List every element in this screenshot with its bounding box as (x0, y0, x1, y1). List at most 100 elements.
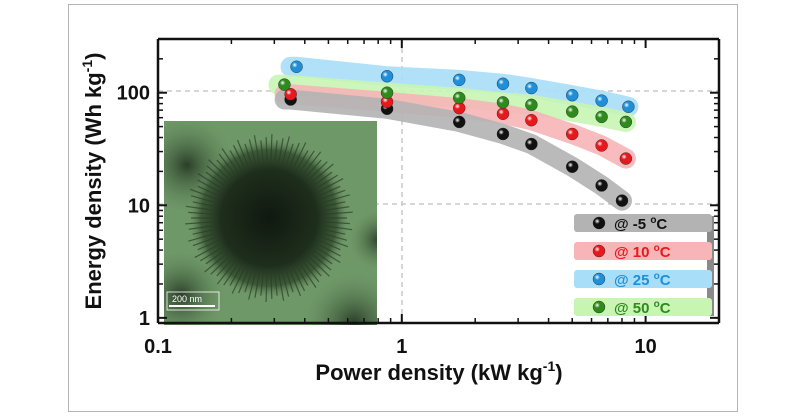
data-point-series-2 (290, 60, 303, 73)
inset-spike (323, 206, 350, 211)
inset-spike (185, 205, 215, 211)
inset-spike (323, 211, 353, 215)
inset-spike (192, 201, 216, 208)
inset-blob-bottomright (304, 273, 377, 325)
data-point-series-3 (453, 91, 466, 105)
data-point-series-2 (566, 89, 579, 102)
data-point-series-2 (453, 73, 466, 87)
inset-spike (189, 188, 218, 200)
y-tick-label: 100 (117, 83, 150, 105)
inset-spike (270, 134, 273, 164)
inset-spike (299, 263, 317, 288)
y-axis-title-superscript: -1 (79, 60, 95, 73)
inset-blob-right (349, 210, 377, 270)
data-point-series-2 (380, 70, 394, 83)
y-tick-label: 1 (139, 308, 150, 330)
inset-sphere-spikes (185, 134, 353, 302)
data-points (278, 60, 635, 207)
tem-inset-image: 200 nm (164, 121, 377, 325)
inset-spike (260, 140, 264, 164)
data-point-series-2 (525, 81, 538, 95)
x-axis-title: Power density (kW kg-1) (315, 358, 562, 385)
inset-spike (265, 137, 268, 164)
data-point-series-1 (566, 127, 579, 141)
inset-spike (277, 138, 284, 164)
inset-spike (197, 172, 223, 190)
inset-spike (281, 136, 290, 165)
tick-labels: 0.1 1 10 1 10 100 (117, 83, 657, 358)
inset-spike (277, 272, 285, 301)
legend-label: @ 25 oC (614, 271, 671, 289)
inset-sphere (189, 138, 349, 298)
inset-spike (295, 150, 309, 171)
inset-spike (260, 272, 264, 296)
inset-spike (302, 151, 322, 176)
inset-spike (229, 265, 243, 286)
inset-spike (192, 236, 218, 247)
inset-spike (265, 272, 268, 302)
data-point-series-3 (566, 105, 579, 118)
inset-spike (216, 260, 236, 285)
inset-spike (248, 139, 257, 165)
inset-spike (321, 194, 350, 204)
inset-spike (317, 178, 344, 193)
x-tick-label: 1 (396, 336, 407, 358)
inset-spike (319, 239, 341, 251)
inset-spike (310, 252, 332, 271)
data-point-series-1 (525, 113, 538, 127)
inset-spike (299, 150, 315, 173)
inset-spike (188, 211, 215, 215)
legend-band (574, 214, 712, 232)
inset-spike (274, 272, 278, 296)
inset-spike (320, 189, 346, 200)
inset-spike (323, 225, 353, 231)
inset-spike (199, 246, 223, 262)
inset-spike (270, 272, 273, 299)
figure-frame: 200 nm 0.1 1 10 1 10 100 @ -5 oC @ 10 oC @ 25 o… (68, 4, 738, 412)
legend-marker (592, 216, 606, 230)
data-point-series-3 (619, 115, 633, 129)
inset-spike (216, 258, 233, 277)
inset-spike (221, 148, 239, 173)
data-point-series-0 (615, 194, 629, 207)
inset-spike (204, 252, 228, 273)
inset-spike (322, 201, 346, 208)
inset-spike (322, 228, 346, 235)
inset-scale-box (166, 291, 220, 311)
inset-spike (210, 255, 230, 275)
data-point-series-3 (278, 78, 291, 91)
inset-spike (285, 143, 294, 166)
inset-spike (188, 225, 215, 230)
inset-spike (321, 232, 348, 241)
y-tick-label: 10 (128, 195, 150, 217)
data-point-series-1 (496, 107, 510, 120)
inset-scale-bar (169, 305, 215, 307)
inset-spike (305, 159, 322, 178)
inset-spike (190, 195, 217, 204)
y-axis-title-end: ) (81, 53, 106, 60)
legend-marker (592, 300, 606, 314)
legend-band (574, 270, 712, 288)
legend-band (574, 242, 712, 260)
inset-spike (305, 258, 322, 277)
inset-spike (244, 270, 253, 293)
legend-shadow (707, 216, 714, 316)
data-point-series-1 (619, 152, 633, 165)
inset-spike (197, 179, 221, 193)
inset-spike (192, 228, 216, 235)
energy-power-plot: 200 nm 0.1 1 10 1 10 100 @ -5 oC @ 10 oC @ 25 o… (79, 37, 721, 385)
inset-spike (248, 271, 257, 300)
inset-spike (197, 185, 219, 197)
inset-spike (253, 135, 261, 164)
data-point-series-3 (525, 98, 538, 112)
legend-label: @ 10 oC (614, 243, 671, 261)
inset-spike (236, 139, 249, 168)
inset-spike (238, 268, 249, 294)
data-point-series-3 (380, 86, 394, 99)
inset-spike (292, 142, 307, 169)
x-tick-label: 10 (634, 336, 656, 358)
x-axis-title-main: Power density (kW kg (315, 360, 542, 385)
inset-spike (205, 171, 225, 187)
inset-spike (310, 163, 334, 184)
legend-label: @ -5 oC (614, 215, 667, 233)
